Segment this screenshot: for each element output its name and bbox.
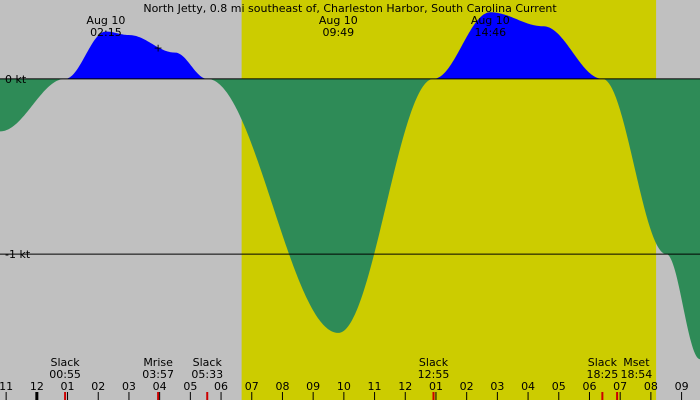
event-label: Mset [623,356,650,369]
hour-tick-label: 04 [521,380,535,393]
event-label: Slack [419,356,449,369]
peak-time-label: 09:49 [322,26,354,39]
y-gridlines: 0 kt -1 kt [0,73,700,261]
event-time-label: 18:54 [621,368,653,381]
peak-date-label: Aug 10 [319,14,358,27]
hour-tick-label: 07 [613,380,627,393]
hour-tick-label: 02 [91,380,105,393]
event-time-label: 05:33 [191,368,223,381]
flood-area [66,31,207,79]
event-label: Slack [193,356,223,369]
flood-area [434,12,602,79]
y-tick-label: -1 kt [5,248,31,261]
hour-tick-label: 02 [460,380,474,393]
moonrise-marker: + [154,41,163,54]
hour-tick-label: 04 [153,380,167,393]
event-labels: Slack00:55Mrise03:57Slack05:33Slack12:55… [49,356,652,400]
hour-tick-label: 06 [214,380,228,393]
hour-tick-label: 09 [306,380,320,393]
hour-tick-label: 08 [275,380,289,393]
ebb-area [0,78,65,132]
ebb-area [603,78,700,360]
event-label: Mrise [143,356,173,369]
hour-tick-label: 06 [582,380,596,393]
hour-tick-label: 01 [61,380,75,393]
x-axis-ticks: 11 12 01 02 03 04 05 06 07 08 09 10 11 12 01 02 03 04 05 06… [0,380,689,400]
peak-date-label: Aug 10 [86,14,125,27]
ebb-area [208,78,433,333]
hour-tick-label: 08 [644,380,658,393]
event-label: Slack [588,356,618,369]
peak-time-label: 14:46 [474,26,506,39]
y-tick-label: 0 kt [5,73,27,86]
event-label: Slack [50,356,80,369]
hour-tick-label: 07 [245,380,259,393]
hour-tick-label: 10 [337,380,351,393]
hour-tick-label: 09 [675,380,689,393]
event-time-label: 12:55 [418,368,450,381]
peak-date-label: Aug 10 [471,14,510,27]
hour-tick-label: 03 [122,380,136,393]
peak-time-label: 02:15 [90,26,122,39]
hour-tick-label: 05 [183,380,197,393]
chart-title: North Jetty, 0.8 mi southeast of, Charle… [143,2,557,15]
event-time-label: 00:55 [49,368,81,381]
hour-tick-label: 12 [398,380,412,393]
hour-tick-label: 11 [0,380,13,393]
hour-tick-label: 03 [490,380,504,393]
hour-tick-label: 12 [30,380,44,393]
hour-tick-label: 01 [429,380,443,393]
event-time-label: 18:25 [587,368,619,381]
current-areas [0,12,700,360]
hour-tick-label: 11 [368,380,382,393]
hour-tick-label: 05 [552,380,566,393]
midnight-marker [35,392,39,400]
event-time-label: 03:57 [142,368,174,381]
